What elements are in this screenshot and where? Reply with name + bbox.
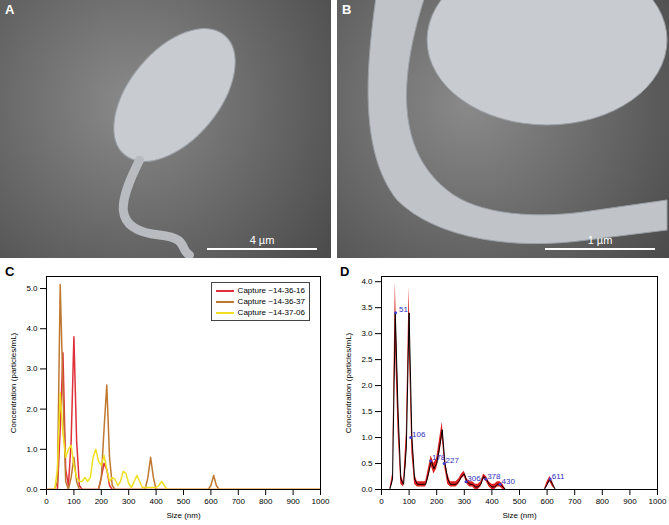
html-text:Capture ~14-37-06: Capture ~14-37-06 xyxy=(237,308,305,317)
svg-text:227: 227 xyxy=(445,456,459,465)
svg-text:0: 0 xyxy=(379,497,384,506)
svg-text:600: 600 xyxy=(540,497,554,506)
svg-text:51: 51 xyxy=(399,305,408,314)
svg-text:430: 430 xyxy=(502,477,516,486)
svg-text:700: 700 xyxy=(568,497,582,506)
svg-text:600: 600 xyxy=(204,497,218,506)
svg-text:3.5: 3.5 xyxy=(361,303,373,312)
svg-text:306: 306 xyxy=(467,474,481,483)
svg-text:400: 400 xyxy=(485,497,499,506)
svg-text:0.5: 0.5 xyxy=(361,459,373,468)
svg-text:700: 700 xyxy=(232,497,246,506)
svg-text:300: 300 xyxy=(122,497,136,506)
svg-text:900: 900 xyxy=(286,497,300,506)
html-text:1 µm: 1 µm xyxy=(587,234,613,246)
svg-text:Concentration (particles/mL): Concentration (particles/mL) xyxy=(344,332,353,433)
svg-text:0.0: 0.0 xyxy=(26,485,38,494)
svg-text:3.0: 3.0 xyxy=(26,364,38,373)
svg-text:0.0: 0.0 xyxy=(361,485,373,494)
svg-text:500: 500 xyxy=(513,497,527,506)
svg-text:200: 200 xyxy=(430,497,444,506)
svg-text:2.0: 2.0 xyxy=(26,405,38,414)
svg-text:2.0: 2.0 xyxy=(361,381,373,390)
svg-text:3.0: 3.0 xyxy=(361,329,373,338)
html-text:D: D xyxy=(340,264,350,279)
svg-text:100: 100 xyxy=(67,497,81,506)
svg-text:400: 400 xyxy=(149,497,163,506)
svg-text:1.0: 1.0 xyxy=(361,433,373,442)
svg-text:1000: 1000 xyxy=(649,497,667,506)
svg-text:100: 100 xyxy=(402,497,416,506)
svg-text:611: 611 xyxy=(552,472,565,481)
svg-text:178: 178 xyxy=(432,453,446,462)
svg-text:5.0: 5.0 xyxy=(26,284,38,293)
svg-text:200: 200 xyxy=(95,497,109,506)
svg-text:2.5: 2.5 xyxy=(361,355,373,364)
html-text:Capture ~14-36-37: Capture ~14-36-37 xyxy=(237,297,305,306)
svg-text:378: 378 xyxy=(487,472,501,481)
svg-text:800: 800 xyxy=(596,497,610,506)
svg-text:500: 500 xyxy=(177,497,191,506)
svg-text:Concentration (particles/mL): Concentration (particles/mL) xyxy=(9,332,18,433)
svg-text:Size (nm): Size (nm) xyxy=(166,511,201,520)
svg-text:106: 106 xyxy=(412,430,426,439)
html-text:B: B xyxy=(342,2,352,17)
html-text:4 µm: 4 µm xyxy=(249,234,275,246)
svg-text:1.0: 1.0 xyxy=(26,445,38,454)
svg-text:4.0: 4.0 xyxy=(361,277,373,286)
html-text:A: A xyxy=(5,2,15,17)
svg-text:Size (nm): Size (nm) xyxy=(502,511,537,520)
html-text:Capture ~14-36-16: Capture ~14-36-16 xyxy=(237,286,305,295)
svg-text:1.5: 1.5 xyxy=(361,407,373,416)
html-text:C: C xyxy=(5,264,15,279)
svg-text:900: 900 xyxy=(623,497,637,506)
svg-text:4.0: 4.0 xyxy=(26,324,38,333)
svg-text:0: 0 xyxy=(44,497,49,506)
svg-text:800: 800 xyxy=(259,497,273,506)
svg-text:1000: 1000 xyxy=(312,497,330,506)
svg-text:300: 300 xyxy=(458,497,472,506)
